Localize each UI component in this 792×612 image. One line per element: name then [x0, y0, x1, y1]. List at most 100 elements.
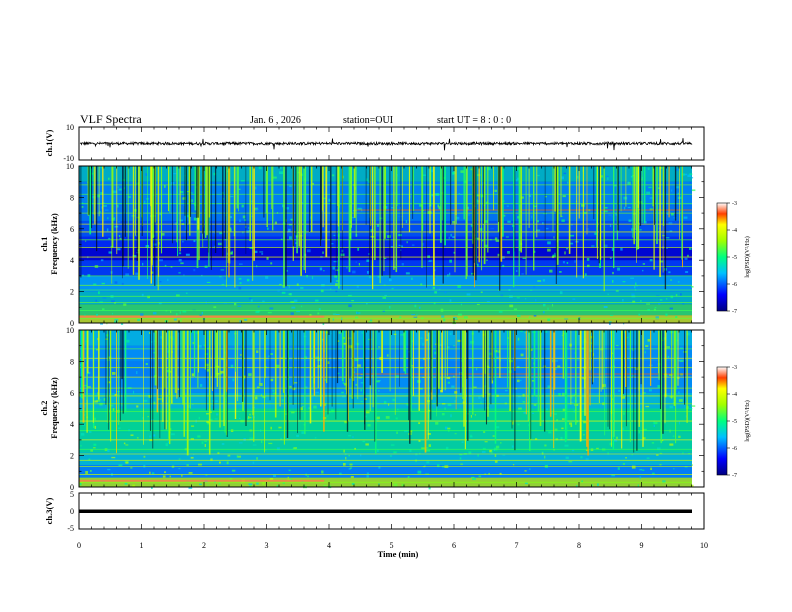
spectrogram-speckle: [164, 185, 166, 188]
spectrogram-speckle: [391, 288, 394, 290]
ch2-spectrogram-ylabel: Frequency (kHz): [49, 377, 59, 439]
spectrogram-speckle: [219, 275, 222, 278]
spectrogram-speckle: [382, 297, 387, 299]
spectrogram-speckle: [386, 354, 389, 357]
spectrogram-speckle: [238, 442, 243, 444]
spectrogram-speckle: [300, 286, 304, 289]
spectrogram-speckle: [454, 400, 456, 403]
spectrogram-speckle: [552, 359, 554, 363]
spectrogram-speckle: [408, 476, 410, 479]
spectrogram-speckle: [384, 294, 387, 297]
spectrogram-speckle: [285, 207, 289, 210]
spectrogram-speckle: [221, 358, 225, 360]
spectrogram-speckle: [296, 310, 301, 313]
spectrogram-speckle: [475, 237, 479, 240]
spectrogram-band: [79, 275, 692, 292]
spectrogram-speckle: [394, 266, 396, 268]
spectrogram-speckle: [366, 475, 369, 478]
spectrogram-speckle: [637, 192, 642, 194]
spectrogram-speckle: [517, 423, 520, 426]
spectrogram-speckle: [507, 220, 511, 223]
spectrogram-speckle: [528, 424, 530, 427]
spectrogram-speckle: [191, 199, 193, 203]
spectrogram-speckle: [656, 454, 659, 456]
spectrogram-speckle: [279, 171, 283, 175]
spectrogram-speckle: [387, 235, 391, 238]
spectrogram-band: [79, 452, 692, 466]
spectrogram-speckle: [230, 364, 234, 368]
spectrogram-speckle: [524, 470, 527, 472]
spectrogram-speckle: [358, 376, 363, 379]
spectrogram-speckle: [117, 248, 121, 251]
spectrogram-speckle: [671, 189, 673, 192]
spectrogram-speckle: [231, 469, 236, 472]
spectrogram-speckle: [213, 306, 217, 309]
spectrogram-speckle: [427, 433, 431, 435]
spectrogram-speckle: [93, 283, 97, 286]
spectrogram-speckle: [634, 286, 636, 289]
spectrogram-speckle: [180, 262, 184, 265]
spectrogram-speckle: [276, 447, 280, 451]
spectrogram-speckle: [149, 435, 151, 438]
spectrogram-speckle: [237, 305, 242, 307]
spectrogram-speckle: [654, 421, 658, 425]
spectrogram-speckle: [511, 445, 514, 448]
spectrogram-speckle: [440, 390, 442, 393]
spectrogram-speckle: [376, 224, 380, 227]
spectrogram-speckle: [394, 192, 396, 195]
spectrogram-speckle: [542, 222, 544, 225]
spectrogram-speckle: [447, 381, 451, 384]
spectrogram-speckle: [484, 244, 488, 248]
spectrogram-speckle: [426, 461, 430, 464]
spectrogram-speckle: [419, 452, 421, 455]
spectrogram-speckle: [246, 417, 249, 420]
spectrogram-speckle: [691, 484, 694, 487]
spectrogram-speckle: [550, 412, 553, 414]
spectrogram-speckle: [97, 194, 100, 198]
spectrogram-speckle: [428, 486, 431, 490]
spectrogram-speckle: [642, 263, 645, 265]
spectrogram-speckle: [631, 293, 635, 296]
spectrogram-speckle: [289, 478, 293, 481]
spectrogram-speckle: [559, 291, 563, 295]
spectrogram-speckle: [500, 442, 502, 444]
spectrogram-speckle: [355, 316, 359, 319]
spectrogram-speckle: [249, 416, 252, 419]
spectrogram-speckle: [531, 412, 535, 414]
spectrogram-speckle: [132, 255, 137, 258]
x-tick-label: 10: [700, 541, 708, 550]
spectrogram-speckle: [687, 254, 689, 257]
spectrogram-speckle: [219, 232, 223, 235]
spectrogram-speckle: [144, 200, 146, 204]
y-tick-label: 2: [70, 288, 74, 297]
spectrogram-speckle: [428, 259, 433, 262]
spectrogram-speckle: [617, 267, 621, 271]
spectrogram-speckle: [179, 252, 182, 255]
spectrogram-speckle: [639, 229, 642, 231]
spectrogram-speckle: [570, 424, 573, 428]
spectrogram-speckle: [670, 279, 673, 281]
spectrogram-speckle: [480, 291, 483, 294]
spectrogram-speckle: [628, 219, 632, 222]
spectrogram-speckle: [613, 184, 617, 187]
spectrogram-speckle: [554, 252, 556, 255]
spectrogram-speckle: [659, 299, 663, 301]
spectrogram-speckle: [213, 172, 217, 176]
spectrogram-speckle: [665, 313, 668, 317]
spectrogram-speckle: [79, 363, 82, 367]
spectrogram-speckle: [114, 166, 117, 169]
spectrogram-speckle: [581, 347, 585, 350]
spectrogram-speckle: [83, 414, 86, 416]
spectrogram-speckle: [249, 413, 251, 416]
spectrogram-speckle: [366, 472, 369, 475]
spectrogram-speckle: [665, 298, 668, 300]
spectrogram-speckle: [390, 246, 393, 248]
spectrogram-speckle: [206, 368, 210, 372]
spectrogram-speckle: [612, 271, 614, 275]
spectrogram-speckle: [434, 351, 437, 355]
spectrogram-speckle: [123, 187, 125, 190]
spectrogram-speckle: [320, 289, 324, 293]
ch1-spectrogram-image: [79, 166, 704, 325]
spectrogram-speckle: [517, 177, 520, 181]
spectrogram-speckle: [638, 313, 641, 316]
